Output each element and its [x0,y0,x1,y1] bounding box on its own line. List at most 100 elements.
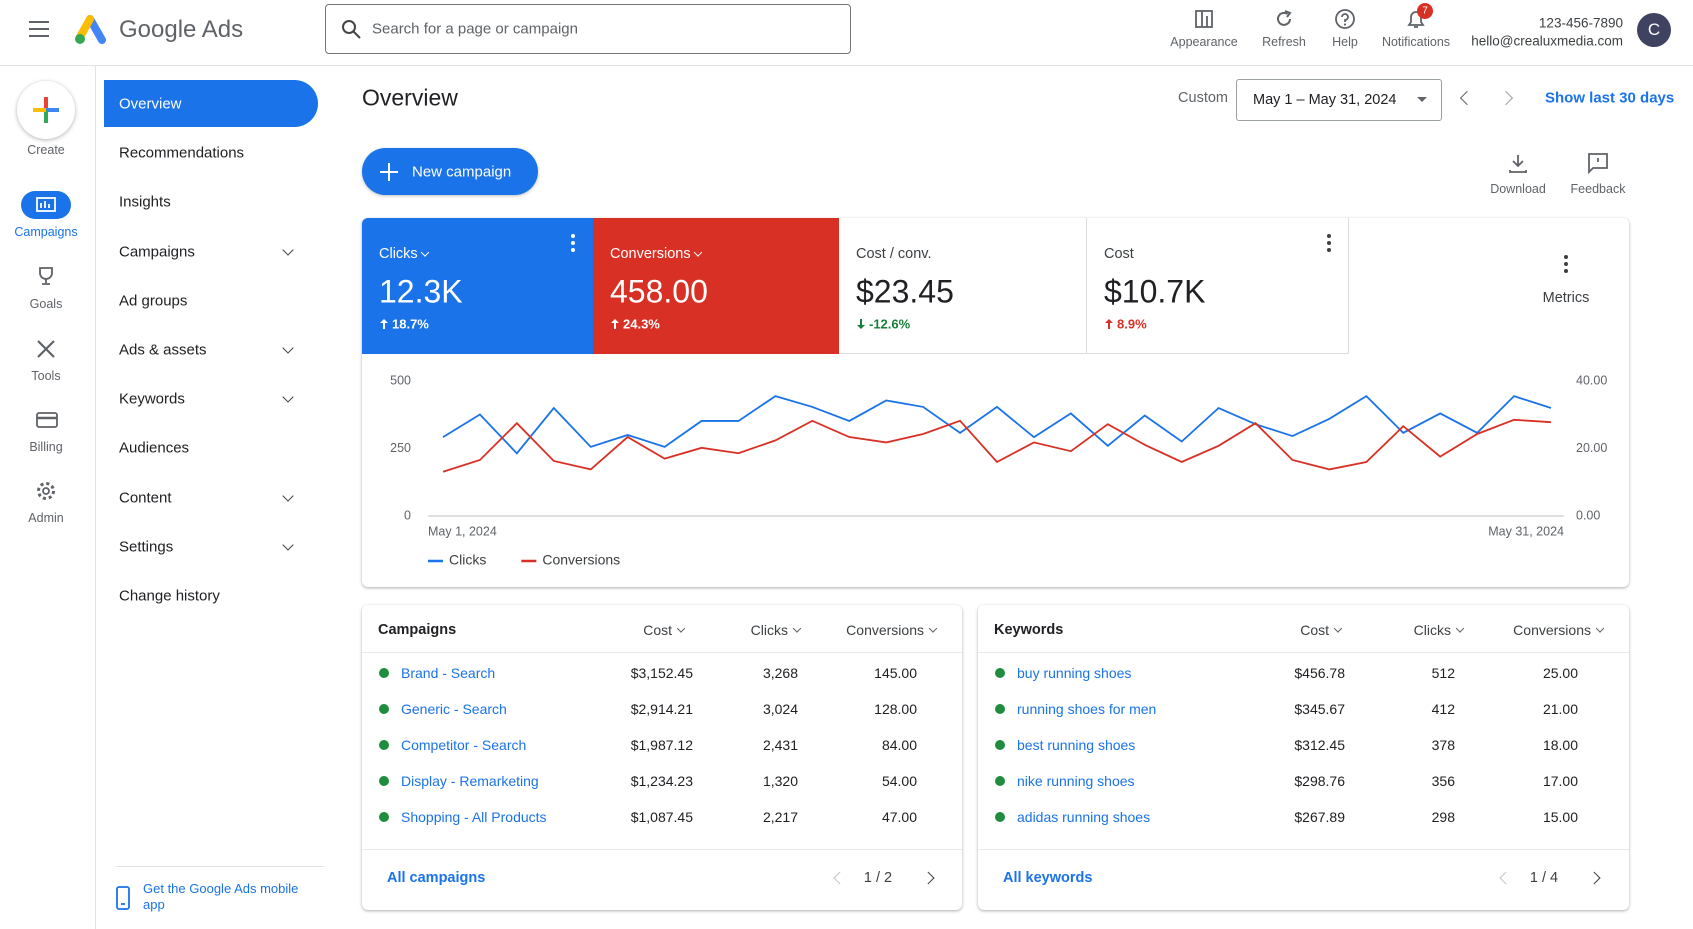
nav-item[interactable]: Overview [119,95,182,113]
cell: $456.78 [1294,665,1345,681]
chevron [693,248,703,257]
performance-card: Metrics 0 250 500 0.00 20.00 40.00 May 1, 2024… [362,218,1629,587]
row-name[interactable]: nike running shoes [1017,773,1135,789]
column-header[interactable]: Cost [643,622,672,638]
nav-item[interactable]: Recommendations [119,144,245,162]
chevron [1587,871,1601,885]
kebab[interactable] [570,234,576,254]
y2-tick-label: 0.00 [1576,508,1600,522]
create-button[interactable] [17,81,75,139]
nav-item[interactable]: Settings [119,538,174,556]
chevron [282,243,294,256]
new-campaign-button[interactable]: New campaign [362,148,538,195]
row-name[interactable]: Competitor - Search [401,737,527,753]
cell: 356 [1431,773,1455,789]
menu-icon[interactable] [29,20,53,38]
nav-item[interactable]: Keywords [119,390,185,408]
cell: $1,234.23 [630,773,693,789]
metric-tile[interactable]: Clicks 12.3K 18.7% [362,218,593,354]
metrics-label[interactable]: Metrics [1542,290,1590,306]
download-icon[interactable] [1507,153,1529,175]
nav-item[interactable]: Campaigns [119,243,195,261]
status-dot [995,704,1005,714]
chevron [921,871,935,885]
prev-period[interactable] [1459,90,1475,106]
campaigns-pill[interactable] [21,191,71,219]
nav-item[interactable]: Ads & assets [119,341,207,359]
row-name[interactable]: Brand - Search [401,665,496,681]
cell: 512 [1431,665,1455,681]
admin-icon[interactable] [35,480,57,502]
mobile-app-link[interactable]: Get the Google Ads mobile app [143,881,299,912]
series-line [442,418,1552,473]
nav-item[interactable]: Change history [119,587,220,605]
chevron [282,489,294,502]
footer-link[interactable]: All keywords [1003,870,1093,886]
cell: 21.00 [1542,701,1578,717]
notifications-icon[interactable] [1405,8,1429,30]
metric-tile[interactable]: Conversions 458.00 24.3% [593,218,839,354]
nav-item[interactable]: Content [119,489,172,507]
nav-item[interactable]: Audiences [119,439,190,457]
cell: 15.00 [1542,809,1578,825]
metric-value: $10.7K [1104,273,1206,310]
goals-icon[interactable] [35,265,57,287]
footer-link[interactable]: All campaigns [387,870,486,886]
column-header[interactable]: Clicks [750,622,788,638]
nav-item[interactable]: Insights [119,193,171,211]
search-box[interactable]: Search for a page or campaign [325,4,851,54]
column-header[interactable]: Conversions [846,622,924,638]
nav-panel: Get the Google Ads mobile app Overview Re… [96,66,326,929]
billing-icon[interactable] [35,410,59,430]
next-period[interactable] [1498,90,1514,106]
row-name[interactable]: Shopping - All Products [401,809,547,825]
cell: $298.76 [1294,773,1345,789]
legend-label: Clicks [449,552,486,568]
cell: $345.67 [1294,701,1345,717]
row-name[interactable]: Display - Remarketing [401,773,539,789]
cell: 17.00 [1542,773,1578,789]
button-label: New campaign [412,163,512,181]
change-arrow [1105,319,1113,329]
table-title: Campaigns [378,622,457,638]
campaigns-table: Campaigns Cost Clicks Conversions Brand - Se… [362,605,962,910]
nav-item[interactable]: Ad groups [119,292,188,310]
cell: 2,217 [762,809,798,825]
cell: 3,024 [762,701,798,717]
column-header[interactable]: Clicks [1413,622,1451,638]
tools-icon[interactable] [35,338,57,360]
row-name[interactable]: adidas running shoes [1017,809,1151,825]
header-divider [362,652,962,653]
metric-tile[interactable]: Cost $10.7K 8.9% [1087,218,1349,354]
nav-divider [116,866,324,867]
help-icon[interactable] [1334,8,1356,30]
row-name[interactable]: best running shoes [1017,737,1136,753]
change-arrow [380,319,388,329]
chevron [792,624,802,633]
column-header[interactable]: Conversions [1513,622,1591,638]
kebab[interactable] [1563,254,1569,274]
appearance-icon[interactable] [1193,8,1215,30]
row-name[interactable]: Generic - Search [401,701,507,717]
y-tick-label: 500 [390,373,411,387]
metric-tile[interactable]: Cost / conv. $23.45 -12.6% [839,218,1087,354]
kebab[interactable] [1326,234,1332,254]
avatar[interactable] [1637,13,1671,47]
footer-divider [978,849,1629,850]
action-label: Download [1490,182,1546,196]
dot [1327,234,1331,238]
show-last-link[interactable]: Show last 30 days [1545,89,1675,107]
date-dropdown[interactable]: May 1 – May 31, 2024 [1236,79,1442,121]
search-placeholder: Search for a page or campaign [372,20,578,38]
row-name[interactable]: buy running shoes [1017,665,1132,681]
chevron [1499,871,1513,885]
action-label: Refresh [1262,35,1306,49]
action-label: Notifications [1381,35,1451,49]
column-header[interactable]: Cost [1300,622,1329,638]
cell: 378 [1431,737,1455,753]
campaigns-icon [36,197,56,212]
row-name[interactable]: running shoes for men [1017,701,1157,717]
refresh-icon[interactable] [1273,8,1295,30]
feedback-icon[interactable] [1587,152,1609,174]
search-icon [342,20,361,39]
